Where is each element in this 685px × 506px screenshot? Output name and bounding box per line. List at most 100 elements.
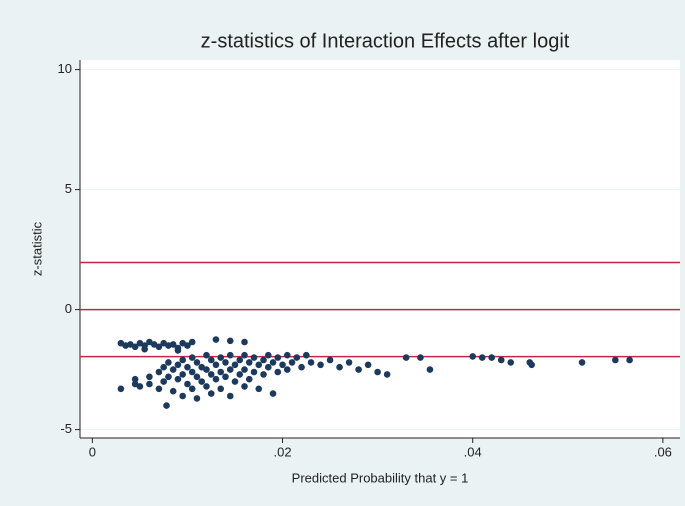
point	[146, 373, 153, 381]
point	[355, 366, 362, 373]
point	[160, 363, 167, 371]
point	[250, 354, 258, 361]
point	[478, 354, 486, 361]
point	[231, 378, 239, 385]
plot-area	[80, 60, 680, 438]
point	[245, 375, 253, 383]
point	[203, 383, 210, 390]
point	[417, 354, 424, 361]
point	[188, 368, 196, 376]
x-tick-label: .04	[464, 444, 482, 459]
point	[236, 356, 244, 364]
point	[169, 366, 177, 373]
y-axis-title: z-statistic	[29, 221, 44, 276]
point	[241, 366, 248, 373]
point	[165, 373, 172, 381]
point	[203, 351, 210, 359]
point	[283, 366, 291, 373]
point	[279, 361, 286, 369]
point	[293, 354, 301, 361]
point	[241, 351, 248, 359]
point	[155, 385, 163, 393]
point	[174, 361, 182, 369]
point	[250, 368, 258, 376]
point	[507, 359, 515, 366]
point	[303, 351, 310, 359]
point	[226, 351, 234, 359]
point	[141, 345, 148, 353]
point	[174, 347, 182, 354]
point	[283, 351, 291, 359]
x-tick-label: .06	[654, 444, 672, 459]
point	[245, 359, 253, 366]
point	[184, 363, 191, 371]
point	[264, 351, 272, 359]
point	[336, 363, 343, 371]
point	[226, 392, 234, 400]
point	[174, 375, 182, 383]
x-tick-label: .02	[273, 444, 291, 459]
point	[307, 359, 315, 366]
point	[163, 402, 170, 409]
point	[469, 353, 477, 360]
x-axis-title: Predicted Probability that y = 1	[292, 470, 469, 485]
point	[212, 361, 220, 369]
point	[146, 380, 153, 388]
point	[626, 356, 633, 364]
point	[317, 361, 324, 369]
point	[179, 371, 186, 378]
point	[402, 354, 410, 361]
point	[255, 385, 263, 393]
point	[226, 337, 234, 345]
point	[193, 373, 201, 381]
point	[165, 359, 172, 366]
point	[222, 373, 229, 381]
point	[184, 380, 191, 388]
point	[136, 383, 144, 390]
point	[203, 366, 210, 373]
point	[241, 383, 248, 390]
point	[255, 361, 263, 369]
point	[212, 375, 220, 383]
point	[269, 390, 277, 397]
y-tick-label: 5	[65, 181, 72, 196]
y-tick-label: -5	[60, 421, 72, 436]
point	[288, 359, 296, 366]
point	[217, 385, 225, 393]
x-tick-label: 0	[89, 444, 96, 459]
point	[226, 366, 234, 373]
point	[131, 375, 139, 383]
point	[184, 342, 191, 349]
point	[326, 356, 334, 364]
point	[207, 390, 215, 397]
point	[188, 354, 196, 361]
point	[179, 392, 186, 400]
point	[578, 359, 586, 366]
point	[383, 371, 391, 378]
point	[169, 387, 177, 395]
point	[269, 359, 277, 366]
point	[217, 354, 225, 361]
point	[488, 354, 496, 361]
point	[217, 368, 225, 376]
y-tick-label: 10	[58, 61, 72, 76]
point	[207, 356, 215, 364]
point	[298, 363, 305, 371]
point	[264, 363, 272, 371]
point	[426, 366, 434, 373]
point	[222, 359, 229, 366]
point	[260, 371, 267, 378]
point	[612, 356, 619, 364]
point	[131, 343, 139, 351]
point	[364, 361, 372, 369]
point	[169, 341, 177, 348]
point	[260, 356, 267, 364]
point	[241, 338, 248, 346]
point	[528, 361, 535, 369]
point	[497, 356, 505, 364]
point	[207, 371, 215, 378]
point	[155, 368, 163, 376]
chart-title: z-statistics of Interaction Effects afte…	[201, 30, 570, 52]
point	[188, 338, 196, 346]
